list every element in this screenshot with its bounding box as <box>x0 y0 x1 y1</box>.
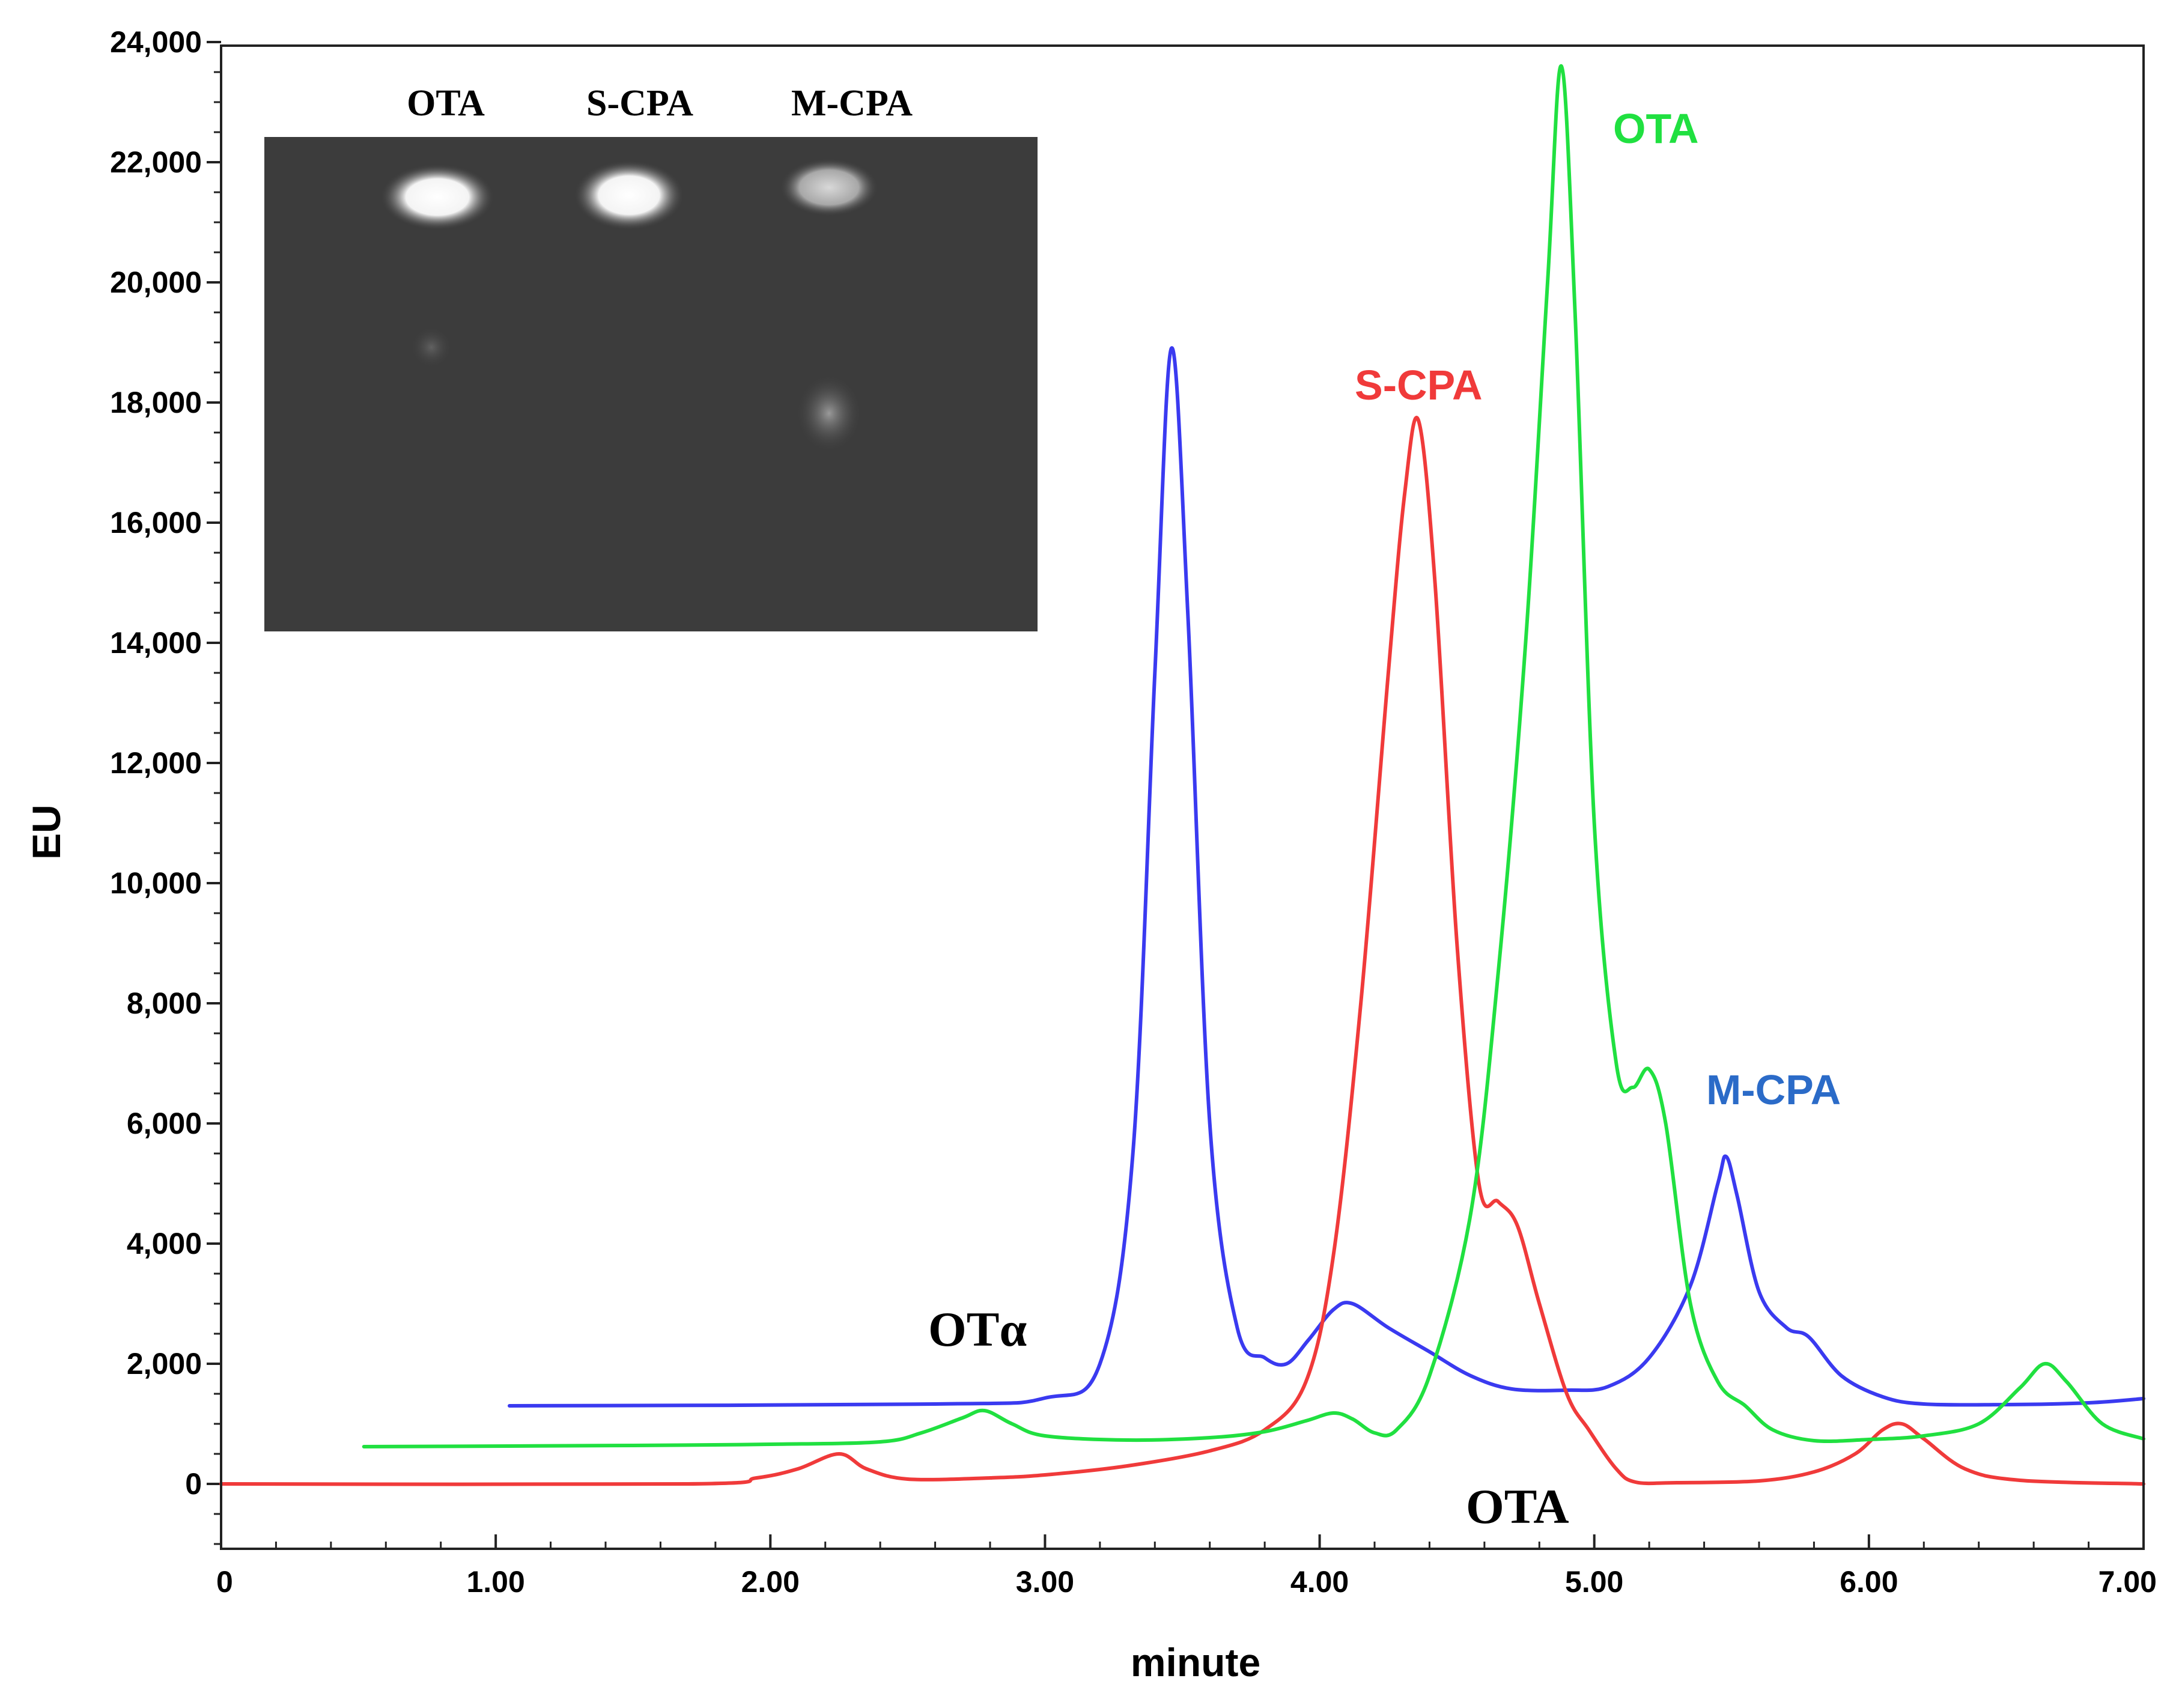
y-tick-label: 8,000 <box>127 986 202 1020</box>
gel-lane-label-m-cpa: M-CPA <box>791 83 913 124</box>
series-line-ota <box>362 64 2145 1448</box>
y-tick-label: 10,000 <box>110 866 202 900</box>
x-tick-label: 3.00 <box>1016 1565 1074 1599</box>
x-tick-label: 1.00 <box>466 1565 524 1599</box>
x-tick-label: 5.00 <box>1565 1565 1623 1599</box>
y-tick-label: 18,000 <box>110 386 202 419</box>
series-line-s-cpa <box>219 416 2145 1486</box>
x-tick-label: 2.00 <box>741 1565 800 1599</box>
gel-spot-ota <box>380 164 494 230</box>
y-tick-label: 12,000 <box>110 746 202 780</box>
x-tick-label: 7.00 <box>2099 1565 2157 1599</box>
y-tick-label: 16,000 <box>110 506 202 539</box>
x-tick-label: 6.00 <box>1840 1565 1898 1599</box>
x-tick-label: 0 <box>216 1565 233 1599</box>
gel-lane-label-s-cpa: S-CPA <box>586 83 693 124</box>
y-tick-label: 2,000 <box>127 1347 202 1381</box>
y-tick-label: 22,000 <box>110 145 202 179</box>
y-axis-title: EU <box>24 804 68 860</box>
gel-spot-s-cpa <box>574 160 684 230</box>
axis-tick-labels: 0 2,000 4,000 6,000 8,000 10,000 12,000 14,000 1… <box>110 25 2157 1599</box>
inset-gel-image <box>264 137 1038 631</box>
annotation-m-cpa: M-CPA <box>1706 1066 1841 1113</box>
annotation-ota-green: OTA <box>1613 105 1699 152</box>
gel-lane-label-ota: OTA <box>407 83 485 124</box>
y-tick-label: 20,000 <box>110 266 202 299</box>
x-axis-title: minute <box>1131 1640 1260 1685</box>
x-tick-label: 4.00 <box>1290 1565 1349 1599</box>
annotation-ota-black: OTA <box>1466 1479 1569 1534</box>
plot-frame <box>220 44 2145 1550</box>
gel-spot-m-cpa-upper <box>780 159 878 216</box>
gel-spot-m-cpa-lower <box>796 374 862 452</box>
series-layer <box>219 64 2145 1486</box>
y-tick-label: 4,000 <box>127 1227 202 1260</box>
y-tick-label: 24,000 <box>110 25 202 59</box>
annotation-s-cpa: S-CPA <box>1355 362 1483 409</box>
gel-spot-faint <box>410 326 452 368</box>
y-tick-label: 14,000 <box>110 626 202 660</box>
annotation-ot-alpha: OTα <box>928 1302 1027 1357</box>
y-tick-label: 0 <box>185 1467 202 1501</box>
y-tick-label: 6,000 <box>127 1107 202 1140</box>
